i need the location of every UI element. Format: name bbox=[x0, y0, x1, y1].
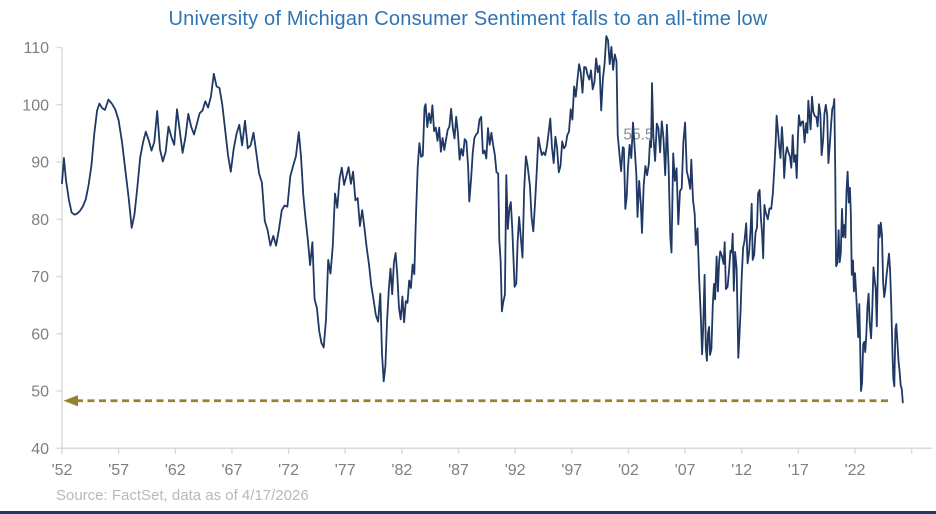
x-axis-label: '77 bbox=[335, 462, 356, 479]
x-axis-label: '17 bbox=[788, 462, 809, 479]
source-note: Source: FactSet, data as of 4/17/2026 bbox=[56, 487, 309, 504]
chart-title: University of Michigan Consumer Sentimen… bbox=[168, 8, 768, 30]
y-axis-label: 110 bbox=[23, 40, 49, 57]
x-axis-label: '07 bbox=[675, 462, 696, 479]
y-axis-label: 60 bbox=[31, 326, 49, 343]
all-time-low-arrowhead-icon bbox=[63, 395, 78, 407]
y-axis-label: 90 bbox=[31, 155, 49, 172]
sentiment-line bbox=[61, 35, 904, 404]
x-axis-label: '67 bbox=[221, 462, 242, 479]
y-axis-label: 40 bbox=[31, 441, 49, 458]
x-axis-label: '22 bbox=[845, 462, 866, 479]
x-axis-label: '82 bbox=[391, 462, 412, 479]
stray-value-label: 55.5 bbox=[623, 127, 653, 144]
y-axis-label: 100 bbox=[22, 97, 49, 114]
x-axis-label: '92 bbox=[505, 462, 526, 479]
x-axis-label: '02 bbox=[618, 462, 639, 479]
x-axis-label: '62 bbox=[165, 462, 186, 479]
y-axis-label: 80 bbox=[31, 212, 49, 229]
x-axis-label: '97 bbox=[561, 462, 582, 479]
bottom-border bbox=[0, 511, 936, 514]
x-axis-label: '57 bbox=[108, 462, 129, 479]
x-axis-label: '52 bbox=[52, 462, 73, 479]
y-axis-label: 50 bbox=[31, 384, 49, 401]
x-axis-label: '72 bbox=[278, 462, 299, 479]
x-axis-label: '12 bbox=[731, 462, 752, 479]
x-axis-label: '87 bbox=[448, 462, 469, 479]
y-axis-label: 70 bbox=[31, 269, 49, 286]
